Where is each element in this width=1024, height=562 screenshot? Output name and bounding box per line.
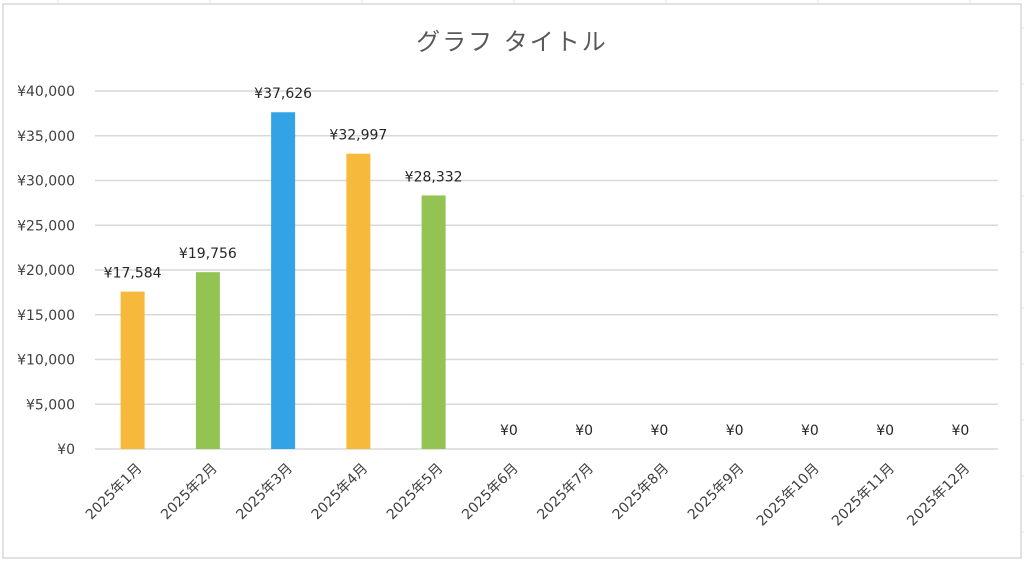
data-label: ¥0 — [801, 423, 819, 439]
bar — [346, 153, 371, 449]
bars — [120, 112, 446, 449]
data-label: ¥32,997 — [329, 128, 387, 144]
y-tick-label: ¥0 — [57, 442, 75, 458]
data-label: ¥0 — [726, 423, 744, 439]
bar — [195, 272, 220, 449]
bar — [120, 291, 145, 449]
data-label: ¥28,332 — [405, 169, 463, 185]
bar — [271, 112, 296, 449]
data-label: ¥19,756 — [179, 246, 237, 262]
data-label: ¥17,584 — [104, 266, 162, 282]
gridlines — [95, 90, 998, 450]
data-label: ¥0 — [500, 423, 518, 439]
data-label: ¥0 — [951, 423, 969, 439]
chart-area — [2, 3, 1022, 559]
data-label: ¥0 — [575, 423, 593, 439]
y-tick-label: ¥40,000 — [17, 84, 75, 100]
data-label: ¥0 — [876, 423, 894, 439]
y-tick-label: ¥20,000 — [17, 263, 75, 279]
data-label: ¥0 — [650, 423, 668, 439]
y-tick-label: ¥5,000 — [26, 397, 75, 413]
y-tick-label: ¥15,000 — [17, 308, 75, 324]
chart-title: グラフ タイトル — [416, 28, 608, 56]
y-tick-label: ¥25,000 — [17, 218, 75, 234]
y-tick-label: ¥30,000 — [17, 174, 75, 190]
data-label: ¥37,626 — [254, 86, 312, 102]
y-tick-label: ¥35,000 — [17, 129, 75, 145]
data-labels: ¥17,584 ¥19,756 ¥37,626 ¥32,997 ¥28,332 ¥0 ¥0 ¥… — [104, 86, 970, 439]
y-tick-label: ¥10,000 — [17, 353, 75, 369]
bar — [421, 195, 446, 449]
y-axis-tick-labels: ¥0 ¥5,000 ¥10,000 ¥15,000 ¥20,000 ¥25,000 ¥30,… — [17, 84, 75, 458]
